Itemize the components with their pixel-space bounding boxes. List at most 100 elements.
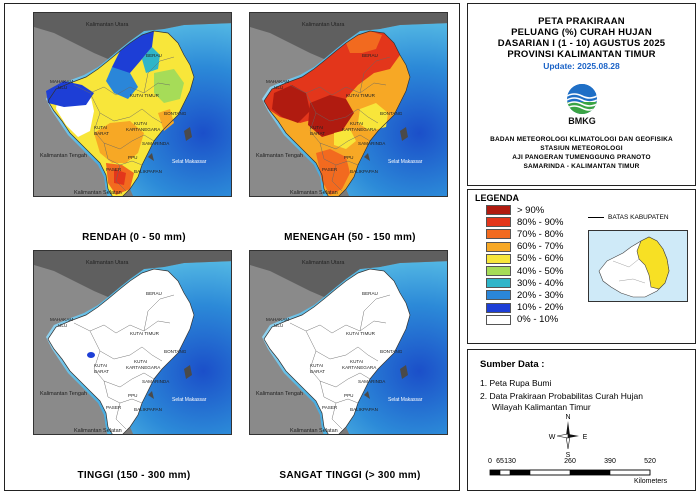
map-label-kukar2: KARTANEGARA bbox=[126, 365, 161, 370]
source-box: Sumber Data : 1. Peta Rupa Bumi 2. Data … bbox=[467, 349, 696, 491]
map-label-paser: PASER bbox=[106, 405, 122, 410]
legend-label: 80% - 90% bbox=[517, 216, 564, 228]
scale-unit: Kilometers bbox=[634, 478, 668, 485]
legend-swatch bbox=[486, 278, 511, 289]
map-label-mahakam2: ULU bbox=[58, 85, 67, 90]
map-label-mahakam2: ULU bbox=[274, 323, 283, 328]
legend-row: 70% - 80% bbox=[486, 228, 577, 240]
org-line-4: SAMARINDA - KALIMANTAN TIMUR bbox=[523, 163, 640, 170]
legend-row: 20% - 30% bbox=[486, 290, 577, 301]
map-label-kalteng: Kalimantan Tengah bbox=[256, 153, 303, 159]
legend-label: 30% - 40% bbox=[517, 277, 564, 289]
legend-label: 10% - 20% bbox=[517, 302, 564, 314]
scale-tick-label: 0 bbox=[488, 458, 492, 465]
map-sangat-tinggi: Kalimantan Utara Kalimantan Tengah Kaliman… bbox=[249, 250, 448, 435]
legend-title: LEGENDA bbox=[475, 193, 520, 203]
org-line-3: AJI PANGERAN TUMENGGUNG PRANOTO bbox=[512, 154, 651, 161]
map-label-kubar1: KUTAI bbox=[94, 125, 107, 130]
map-label-balikpapan: BALIKPAPAN bbox=[350, 407, 378, 412]
scale-tick-label: 65 bbox=[496, 458, 504, 465]
batas-kabupaten-key: BATAS KABUPATEN bbox=[588, 214, 669, 221]
map-label-mahakam2: ULU bbox=[274, 85, 283, 90]
map-label-kalsel: Kalimantan Selatan bbox=[290, 428, 338, 434]
map-label-kaltara: Kalimantan Utara bbox=[302, 22, 345, 28]
boundary-line-icon bbox=[588, 217, 604, 218]
caption-menengah: MENENGAH (50 - 150 mm) bbox=[284, 232, 416, 243]
map-label-balikpapan: BALIKPAPAN bbox=[134, 169, 162, 174]
map-label-kaltara: Kalimantan Utara bbox=[86, 22, 129, 28]
map-label-berau: BERAU bbox=[362, 291, 378, 296]
map-label-paser: PASER bbox=[322, 167, 338, 172]
map-menengah: Kalimantan Utara Kalimantan Tengah Kaliman… bbox=[249, 12, 448, 197]
legend-label: > 90% bbox=[517, 204, 545, 216]
map-label-makassar: Selat Makassar bbox=[388, 397, 423, 403]
map-label-makassar: Selat Makassar bbox=[388, 159, 423, 165]
batas-label: BATAS KABUPATEN bbox=[608, 214, 669, 221]
legend-row: 80% - 90% bbox=[486, 216, 577, 228]
map-label-kukar1: KUTAI bbox=[134, 359, 147, 364]
map-label-kutim: KUTAI TIMUR bbox=[130, 331, 160, 336]
map-label-samarinda: SAMARINDA bbox=[142, 141, 170, 146]
map-label-kutim: KUTAI TIMUR bbox=[346, 331, 376, 336]
caption-sangat-tinggi: SANGAT TINGGI (> 300 mm) bbox=[279, 470, 421, 481]
compass-rose-icon: N S W E bbox=[548, 412, 588, 459]
org-line-2: STASIUN METEOROLOGI bbox=[540, 145, 623, 152]
map-label-kubar1: KUTAI bbox=[310, 363, 323, 368]
map-label-berau: BERAU bbox=[146, 291, 162, 296]
map-label-kalsel: Kalimantan Selatan bbox=[74, 428, 122, 434]
legend-swatch bbox=[486, 205, 511, 215]
map-label-kukar1: KUTAI bbox=[134, 121, 147, 126]
update-date: Update: 2025.08.28 bbox=[543, 61, 620, 71]
map-label-kalteng: Kalimantan Tengah bbox=[40, 153, 87, 159]
compass-e: E bbox=[583, 434, 588, 441]
legend-label: 70% - 80% bbox=[517, 228, 564, 240]
map-label-kalsel: Kalimantan Selatan bbox=[290, 190, 338, 196]
map-label-kubar1: KUTAI bbox=[94, 363, 107, 368]
legend-label: 50% - 60% bbox=[517, 253, 564, 265]
map-label-berau: BERAU bbox=[362, 53, 378, 58]
map-label-mahakam1: MAHAKAM bbox=[50, 79, 73, 84]
caption-tinggi: TINGGI (150 - 300 mm) bbox=[77, 470, 191, 481]
source-item-1: 1. Peta Rupa Bumi bbox=[480, 378, 552, 388]
scale-bar: 0 65 130 260 390 520 Kilometers bbox=[488, 458, 688, 488]
source-item-2b: Wilayah Kalimantan Timur bbox=[492, 402, 591, 412]
title-line-2: PELUANG (%) CURAH HUJAN bbox=[511, 27, 652, 38]
bmkg-logo-text: BMKG bbox=[568, 116, 596, 126]
map-label-bontang: BONTANG bbox=[164, 349, 187, 354]
legend-label: 60% - 70% bbox=[517, 241, 564, 253]
caption-rendah: RENDAH (0 - 50 mm) bbox=[82, 232, 186, 243]
map-label-kaltara: Kalimantan Utara bbox=[302, 260, 345, 266]
map-label-kalteng: Kalimantan Tengah bbox=[40, 391, 87, 397]
map-label-kubar2: BARAT bbox=[94, 131, 109, 136]
map-label-paser: PASER bbox=[322, 405, 338, 410]
compass-w: W bbox=[549, 434, 556, 441]
map-label-kutim: KUTAI TIMUR bbox=[130, 93, 160, 98]
map-label-ppu: PPU bbox=[344, 393, 353, 398]
map-label-kukar2: KARTANEGARA bbox=[126, 127, 161, 132]
legend-swatch bbox=[486, 290, 511, 301]
map-label-makassar: Selat Makassar bbox=[172, 397, 207, 403]
scale-tick-label: 390 bbox=[604, 458, 616, 465]
source-title: Sumber Data : bbox=[480, 359, 545, 370]
map-label-makassar: Selat Makassar bbox=[172, 159, 207, 165]
map-label-samarinda: SAMARINDA bbox=[142, 379, 170, 384]
inset-locator-map bbox=[588, 230, 688, 302]
title-line-4: PROVINSI KALIMANTAN TIMUR bbox=[507, 49, 656, 60]
map-label-kalteng: Kalimantan Tengah bbox=[256, 391, 303, 397]
legend-row: 50% - 60% bbox=[486, 253, 577, 265]
map-label-samarinda: SAMARINDA bbox=[358, 141, 386, 146]
bmkg-logo: BMKG bbox=[562, 82, 602, 126]
map-label-balikpapan: BALIKPAPAN bbox=[134, 407, 162, 412]
map-label-kubar2: BARAT bbox=[94, 369, 109, 374]
legend-row: 60% - 70% bbox=[486, 241, 577, 253]
legend-label: 40% - 50% bbox=[517, 265, 564, 277]
map-tinggi: Kalimantan Utara Kalimantan Tengah Kaliman… bbox=[33, 250, 232, 435]
map-label-ppu: PPU bbox=[128, 393, 137, 398]
legend-swatch bbox=[486, 241, 511, 252]
title-line-1: PETA PRAKIRAAN bbox=[538, 16, 625, 27]
map-label-kukar2: KARTANEGARA bbox=[342, 365, 377, 370]
compass-s: S bbox=[566, 452, 571, 458]
map-label-kubar2: BARAT bbox=[310, 369, 325, 374]
legend-row: 10% - 20% bbox=[486, 302, 577, 314]
map-label-bontang: BONTANG bbox=[164, 111, 187, 116]
